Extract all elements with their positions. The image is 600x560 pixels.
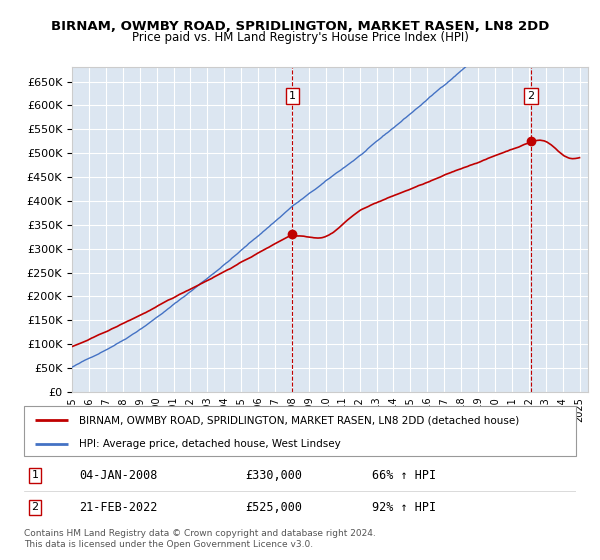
Text: 21-FEB-2022: 21-FEB-2022: [79, 501, 158, 514]
Text: Contains HM Land Registry data © Crown copyright and database right 2024.: Contains HM Land Registry data © Crown c…: [24, 529, 376, 538]
Text: 04-JAN-2008: 04-JAN-2008: [79, 469, 158, 482]
Text: £525,000: £525,000: [245, 501, 302, 514]
Text: Price paid vs. HM Land Registry's House Price Index (HPI): Price paid vs. HM Land Registry's House …: [131, 31, 469, 44]
Text: 66% ↑ HPI: 66% ↑ HPI: [372, 469, 436, 482]
Text: HPI: Average price, detached house, West Lindsey: HPI: Average price, detached house, West…: [79, 439, 341, 449]
Text: 1: 1: [289, 91, 296, 101]
Text: £330,000: £330,000: [245, 469, 302, 482]
Text: BIRNAM, OWMBY ROAD, SPRIDLINGTON, MARKET RASEN, LN8 2DD: BIRNAM, OWMBY ROAD, SPRIDLINGTON, MARKET…: [51, 20, 549, 32]
FancyBboxPatch shape: [24, 406, 576, 456]
Text: 1: 1: [32, 470, 38, 480]
Text: 2: 2: [31, 502, 38, 512]
Text: 92% ↑ HPI: 92% ↑ HPI: [372, 501, 436, 514]
Text: BIRNAM, OWMBY ROAD, SPRIDLINGTON, MARKET RASEN, LN8 2DD (detached house): BIRNAM, OWMBY ROAD, SPRIDLINGTON, MARKET…: [79, 415, 520, 425]
Text: This data is licensed under the Open Government Licence v3.0.: This data is licensed under the Open Gov…: [24, 540, 313, 549]
Text: 2: 2: [527, 91, 535, 101]
